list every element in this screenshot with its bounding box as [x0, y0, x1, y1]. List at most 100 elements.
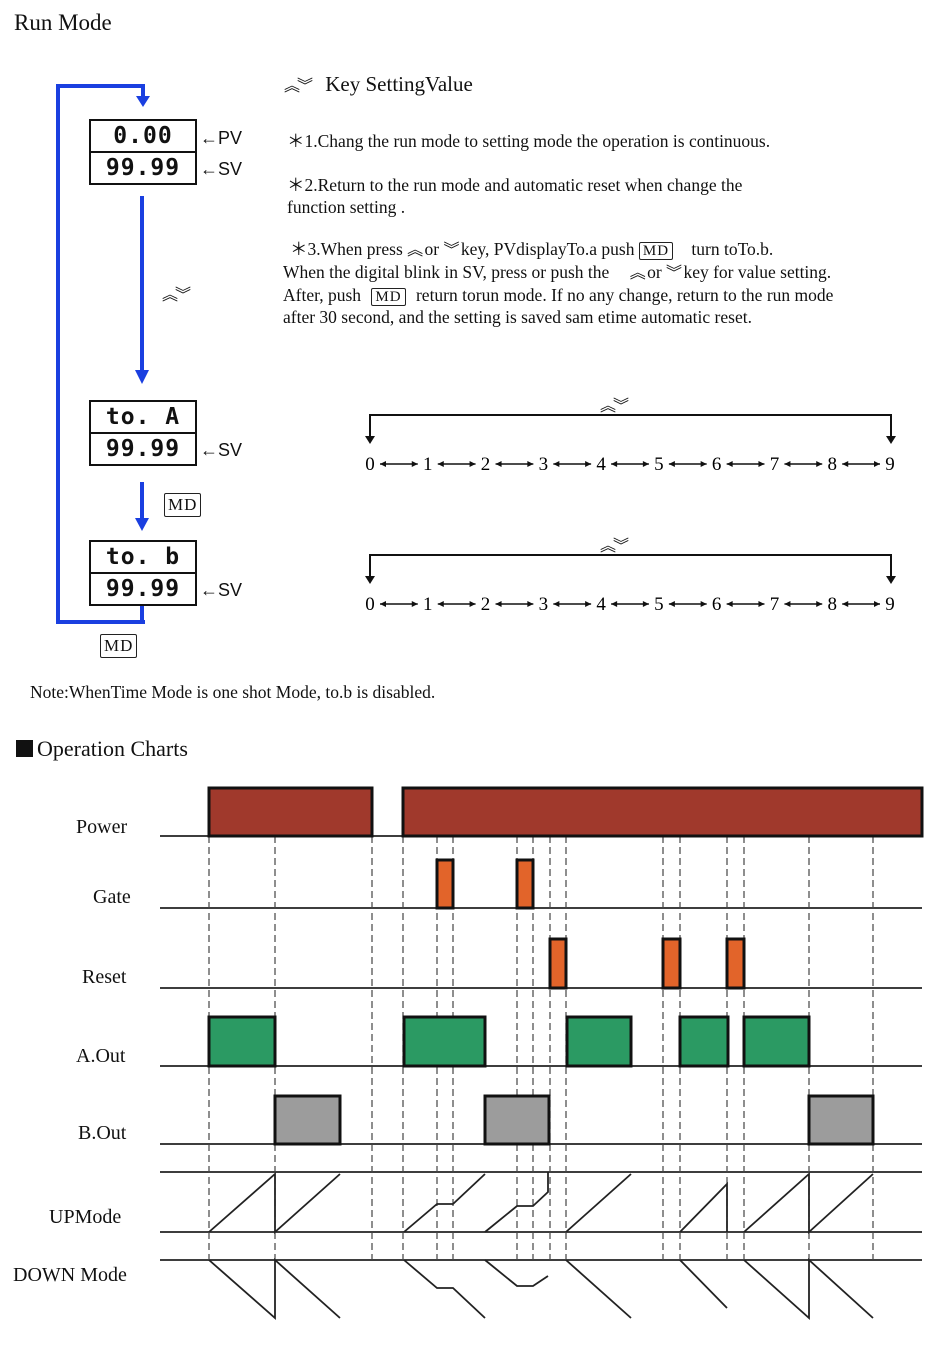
row-label-down-mode: DOWN Mode	[13, 1264, 127, 1286]
left-arrowhead	[495, 601, 502, 607]
left-arrowhead	[668, 601, 675, 607]
sv-tag-to-b: ←SV	[200, 580, 243, 600]
up-mode-ramp	[679, 1181, 728, 1233]
a-out-pulse	[742, 1015, 811, 1068]
right-arrowhead	[585, 461, 592, 467]
reset-pulse	[725, 937, 746, 990]
up-down-keys-icon: ︽︾	[162, 285, 191, 304]
right-arrowhead	[585, 601, 592, 607]
scale-digit: 8	[827, 454, 837, 475]
row-label-up-mode: UPMode	[49, 1206, 122, 1228]
left-arrowhead	[784, 461, 791, 467]
note-2-line-1: ＊2.Return to the run mode and automatic …	[287, 175, 743, 195]
note-2-line-2: function setting .	[287, 197, 406, 217]
md-key-icon: MD	[638, 242, 674, 260]
left-arrowhead	[380, 601, 386, 607]
scale-digit: 1	[423, 454, 433, 475]
note-3-line-1: ＊3.When press ︽ or ︾ key, PVdisplayTo.a …	[290, 239, 774, 260]
b-out-pulse	[273, 1094, 342, 1146]
pv-tag: ←PV	[200, 128, 243, 148]
power-pulse	[401, 786, 924, 838]
md-key-icon-return: MD	[100, 634, 138, 658]
up-mode-ramp	[743, 1171, 874, 1235]
down-mode-ramp	[403, 1259, 486, 1319]
right-arrowhead	[411, 601, 418, 607]
pv-readout: 0.00	[113, 123, 173, 149]
row-label-a-out: A.Out	[76, 1045, 126, 1067]
right-arrowhead	[758, 461, 765, 467]
key-setting-heading: ︽︾ Key SettingValue	[284, 72, 473, 96]
loop-return-line	[56, 84, 145, 624]
right-arrowhead	[758, 601, 765, 607]
up-down-keys-icon: ︽︾	[600, 396, 629, 415]
right-arrowhead	[642, 601, 649, 607]
sv-readout: 99.99	[91, 151, 195, 183]
left-arrowhead	[726, 461, 733, 467]
md-key-icon: MD	[371, 288, 406, 306]
left-arrowhead	[611, 601, 618, 607]
a-out-pulse	[565, 1015, 633, 1068]
left-arrowhead	[553, 461, 560, 467]
row-label-gate: Gate	[93, 886, 131, 908]
right-arrowhead	[700, 601, 707, 607]
lcd-display-run: 0.00 99.99	[89, 119, 197, 185]
left-arrowhead	[553, 601, 560, 607]
loop-arrowhead	[136, 96, 150, 107]
digit-scale-1: 0 1 2 3 4 5 6 7 8 9	[365, 454, 895, 475]
page-title: Run Mode	[14, 10, 112, 35]
scale-digit: 2	[481, 454, 491, 475]
left-arrowhead	[668, 461, 675, 467]
scale-digit: 4	[596, 454, 606, 475]
scale-digit: 5	[654, 594, 664, 615]
left-arrowhead	[495, 461, 502, 467]
run-mode-flow-diagram: 0 1 2 3 4 5 6 7 8 9 0 1 2 3 4 5 6 7 8 9	[56, 84, 896, 624]
digit-scale-bracket-2	[369, 554, 892, 580]
time-mode-note: Note:WhenTime Mode is one shot Mode, to.…	[30, 682, 436, 702]
up-mode-ramp	[565, 1173, 632, 1233]
right-arrowhead	[469, 461, 476, 467]
note-1: ＊1.Chang the run mode to setting mode th…	[287, 131, 771, 151]
gate-pulse	[515, 858, 535, 910]
left-arrowhead	[842, 461, 849, 467]
scale-digit: 3	[539, 454, 549, 475]
right-arrowhead	[874, 461, 880, 467]
row-label-reset: Reset	[82, 966, 127, 988]
to-a-sv-readout: 99.99	[91, 432, 195, 464]
up-key-icon: ︽	[629, 263, 646, 282]
right-arrowhead	[874, 601, 880, 607]
down-key-icon: ︾	[666, 263, 682, 282]
scale-digit: 1	[423, 594, 433, 615]
row-label-b-out: B.Out	[78, 1122, 127, 1144]
right-arrowhead	[411, 461, 418, 467]
up-down-keys-icon: ︽︾	[600, 536, 629, 555]
down-mode-ramp	[743, 1257, 874, 1321]
left-arrowhead	[611, 461, 618, 467]
scale-digit: 0	[365, 454, 375, 475]
up-mode-ramp	[403, 1173, 486, 1233]
scale-digit: 9	[885, 454, 895, 475]
reset-pulse	[661, 937, 682, 990]
right-arrowhead	[700, 461, 707, 467]
sv-tag: ←SV	[200, 159, 243, 179]
scale-digit: 3	[539, 594, 549, 615]
note-3-line-2: When the digital blink in SV, press or p…	[283, 262, 832, 282]
right-arrowhead	[816, 601, 823, 607]
down-arrowhead-2	[135, 518, 149, 531]
scale-digit: 7	[770, 454, 780, 475]
digit-scale-bracket-1	[369, 414, 892, 440]
scale-digit: 6	[712, 594, 722, 615]
up-down-keys-icon: ︽︾	[284, 76, 313, 95]
note-3-line-3: After, push MD return torun mode. If no …	[283, 285, 834, 306]
scale-digit: 6	[712, 454, 722, 475]
left-arrowhead	[842, 601, 849, 607]
scale-digit: 9	[885, 594, 895, 615]
left-arrowhead	[437, 461, 444, 467]
up-mode-ramp	[208, 1172, 341, 1235]
up-key-icon: ︽	[407, 240, 423, 259]
sv-tag-to-a: ←SV	[200, 440, 243, 460]
power-pulse	[207, 786, 374, 838]
square-bullet-icon	[16, 740, 33, 757]
a-out-pulse	[402, 1015, 487, 1068]
md-key-icon: MD	[164, 493, 202, 517]
a-out-pulse	[678, 1015, 730, 1068]
